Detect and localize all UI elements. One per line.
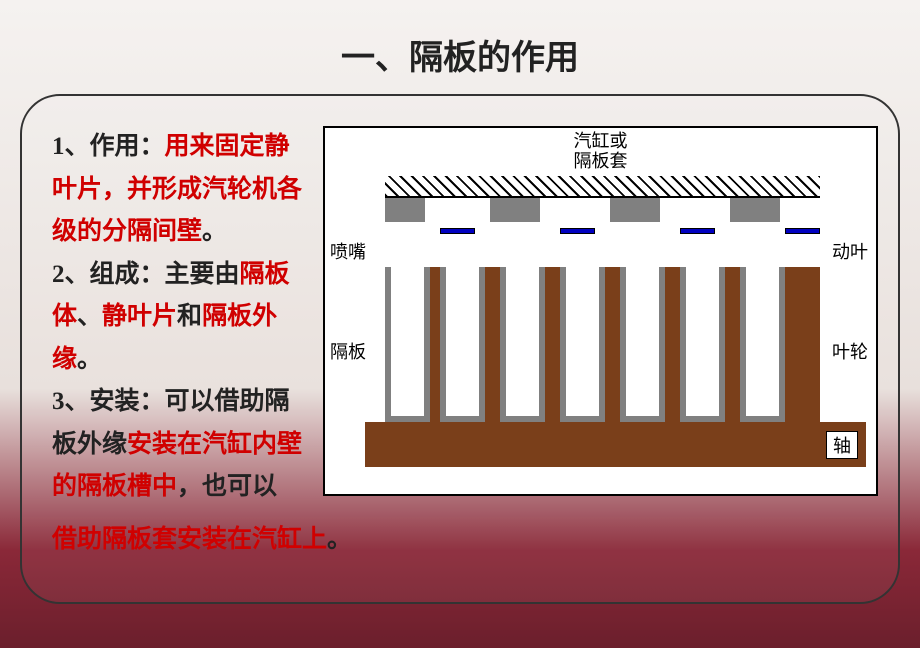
p2-sep1: 、 [77, 303, 102, 330]
lower-brown [385, 267, 820, 422]
top-label: 汽缸或 隔板套 [325, 132, 876, 172]
slot-inner [391, 267, 424, 416]
top-label-l1: 汽缸或 [574, 131, 628, 151]
tabs-row [385, 198, 820, 222]
p2-r2: 静叶片 [102, 303, 177, 330]
shaft-base [365, 422, 866, 467]
shaft-label: 轴 [826, 431, 858, 459]
slot-inner [746, 267, 779, 416]
content-box: 1、作用：用来固定静叶片，并形成汽轮机各级的分隔间壁。 2、组成：主要由隔板体、… [20, 94, 900, 604]
blue-bar [440, 228, 475, 234]
gray-tab [610, 198, 660, 222]
bluebars-row [385, 222, 820, 238]
blue-bar [785, 228, 820, 234]
gray-slot [385, 267, 430, 422]
gray-tab [730, 198, 780, 222]
p2-sep2: 和 [177, 303, 202, 330]
p3-mid: ，也可以 [177, 473, 277, 500]
dongye-label: 动叶 [832, 238, 868, 264]
p2-end: 。 [77, 346, 102, 373]
slot-inner [446, 267, 479, 416]
gray-tab [490, 198, 540, 222]
gray-slot [440, 267, 485, 422]
slot-inner [566, 267, 599, 416]
p2-label: 2、组成：主要由 [52, 261, 240, 288]
gray-slot [560, 267, 605, 422]
geban-label: 隔板 [330, 338, 366, 364]
turbine-diagram: 汽缸或 隔板套 喷嘴 动叶 隔板 叶轮 轴 [323, 126, 878, 496]
slot-inner [686, 267, 719, 416]
p1-period: 。 [202, 218, 227, 245]
slot-inner [506, 267, 539, 416]
gray-slot [500, 267, 545, 422]
nozzle-label: 喷嘴 [330, 238, 366, 264]
p1-label: 1、作用： [52, 133, 165, 160]
blue-bar [680, 228, 715, 234]
gray-tab [385, 198, 425, 222]
yelun-label: 叶轮 [832, 338, 868, 364]
blue-bar [560, 228, 595, 234]
slot-inner [626, 267, 659, 416]
gray-slot [620, 267, 665, 422]
p3-end: 。 [327, 526, 352, 553]
p3-r2: 借助隔板套安装在汽缸上 [52, 526, 327, 553]
gray-slot [680, 267, 725, 422]
gray-slot [740, 267, 785, 422]
text-column: 1、作用：用来固定静叶片，并形成汽轮机各级的分隔间壁。 2、组成：主要由隔板体、… [52, 126, 307, 509]
top-label-l2: 隔板套 [574, 151, 628, 171]
hatch-pattern [385, 176, 820, 198]
page-title: 一、隔板的作用 [0, 0, 920, 94]
text-below: 借助隔板套安装在汽缸上。 [52, 509, 878, 562]
